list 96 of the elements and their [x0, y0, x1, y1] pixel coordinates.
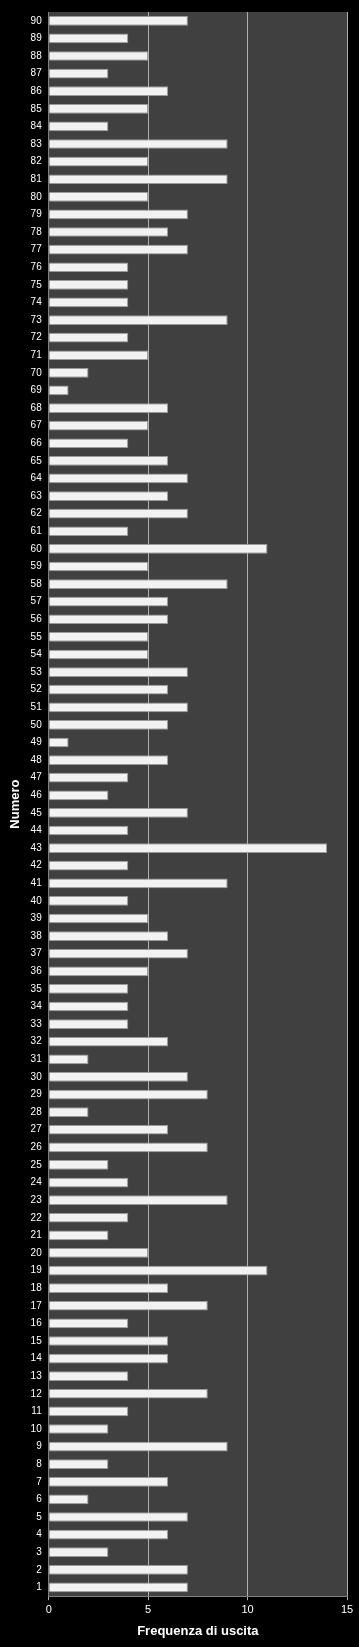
y-tick-label: 52	[30, 683, 43, 695]
y-tick-label: 42	[30, 859, 43, 871]
y-tick-label: 51	[30, 701, 43, 713]
y-tick-label: 74	[30, 296, 43, 308]
y-tick-label: 38	[30, 929, 43, 941]
y-tick-label: 67	[30, 419, 43, 431]
y-tick-label: 76	[30, 260, 43, 272]
y-tick-label: 47	[30, 771, 43, 783]
y-tick-label: 83	[30, 137, 43, 149]
y-tick-label: 61	[30, 525, 43, 537]
y-tick-label: 54	[30, 648, 43, 660]
y-tick-label: 2	[36, 1563, 43, 1575]
y-tick-label: 84	[30, 120, 43, 132]
y-tick-label: 19	[30, 1264, 43, 1276]
y-tick-label: 66	[30, 437, 43, 448]
y-tick-label: 28	[30, 1105, 43, 1117]
y-tick-label: 20	[30, 1246, 43, 1258]
y-tick-label: 48	[30, 753, 43, 765]
y-tick-label: 45	[30, 806, 43, 818]
y-tick-label: 85	[30, 102, 43, 114]
y-tick-label: 26	[30, 1141, 43, 1153]
y-tick-label: 32	[30, 1035, 43, 1047]
y-tick-label: 53	[30, 665, 43, 677]
y-tick-label: 41	[30, 877, 43, 889]
y-tick-label: 59	[30, 560, 43, 572]
y-tick-label: 17	[30, 1299, 43, 1311]
y-tick-label: 3	[36, 1545, 43, 1557]
y-tick-label: 72	[30, 331, 43, 343]
y-tick-label: 22	[30, 1211, 43, 1223]
y-tick-label: 40	[30, 894, 43, 906]
y-tick-label: 62	[30, 507, 43, 519]
y-tick-label: 43	[30, 841, 43, 853]
y-tick-label: 21	[30, 1229, 43, 1241]
y-tick-label: 63	[30, 489, 43, 501]
y-tick-label: 11	[31, 1405, 43, 1417]
y-tick-label: 37	[30, 947, 43, 959]
y-tick-label: 6	[36, 1493, 43, 1505]
y-tick-label: 24	[30, 1176, 43, 1188]
y-tick-label: 65	[30, 454, 43, 466]
x-tick-label: 15	[340, 1602, 354, 1615]
y-tick-label: 82	[30, 155, 43, 167]
y-tick-label: 14	[30, 1352, 43, 1364]
y-tick-label: 9	[36, 1440, 43, 1452]
x-tick-label: 10	[241, 1602, 254, 1615]
y-tick-label: 8	[36, 1457, 43, 1469]
y-tick-label: 30	[30, 1070, 43, 1082]
y-tick-label: 50	[30, 718, 43, 730]
y-tick-label: 31	[30, 1053, 43, 1065]
y-tick-label: 57	[30, 595, 43, 607]
y-tick-label: 75	[30, 278, 43, 290]
y-tick-label: 88	[30, 49, 43, 61]
y-tick-label: 46	[30, 789, 43, 801]
y-tick-label: 36	[30, 965, 43, 977]
y-tick-label: 4	[36, 1528, 43, 1540]
y-tick-label: 25	[30, 1158, 43, 1170]
y-tick-label: 34	[30, 1000, 43, 1012]
y-tick-label: 29	[30, 1088, 43, 1100]
y-tick-label: 58	[30, 577, 43, 589]
y-tick-label: 44	[30, 824, 43, 836]
x-tick-label: 0	[45, 1602, 52, 1615]
y-tick-label: 73	[30, 313, 43, 325]
y-tick-label: 27	[30, 1123, 43, 1135]
y-tick-label: 33	[30, 1017, 43, 1029]
y-tick-label: 12	[30, 1387, 43, 1399]
y-tick-label: 86	[30, 84, 43, 96]
y-tick-label: 90	[30, 14, 43, 26]
y-tick-label: 39	[30, 912, 43, 924]
y-tick-label: 55	[30, 630, 43, 642]
y-tick-label: 80	[30, 190, 43, 202]
y-tick-label: 16	[30, 1317, 43, 1329]
y-tick-label: 10	[30, 1422, 43, 1434]
y-tick-label: 69	[30, 384, 43, 396]
y-tick-label: 5	[36, 1510, 43, 1522]
y-tick-label: 13	[30, 1369, 43, 1381]
y-tick-label: 35	[30, 982, 43, 994]
y-tick-label: 1	[36, 1581, 43, 1593]
y-tick-label: 18	[30, 1281, 43, 1293]
y-tick-label: 87	[30, 67, 43, 79]
y-tick-label: 89	[30, 32, 43, 44]
y-tick-label: 7	[36, 1475, 43, 1487]
x-tick-label: 5	[145, 1602, 152, 1615]
y-tick-label: 78	[30, 225, 43, 237]
y-tick-label: 49	[30, 736, 43, 748]
y-tick-label: 81	[30, 172, 43, 184]
y-tick-label: 79	[30, 208, 43, 220]
x-axis-title: Frequenza di uscita	[137, 1622, 260, 1638]
y-tick-label: 60	[30, 542, 43, 554]
y-tick-label: 70	[30, 366, 43, 378]
y-tick-label: 64	[30, 472, 43, 484]
y-tick-label: 15	[30, 1334, 43, 1346]
y-axis-title: Numero	[7, 779, 23, 829]
y-tick-label: 68	[30, 401, 43, 413]
y-tick-label: 77	[30, 243, 43, 255]
y-tick-label: 56	[30, 613, 43, 625]
y-tick-label: 23	[30, 1193, 43, 1205]
y-tick-label: 71	[30, 348, 43, 360]
